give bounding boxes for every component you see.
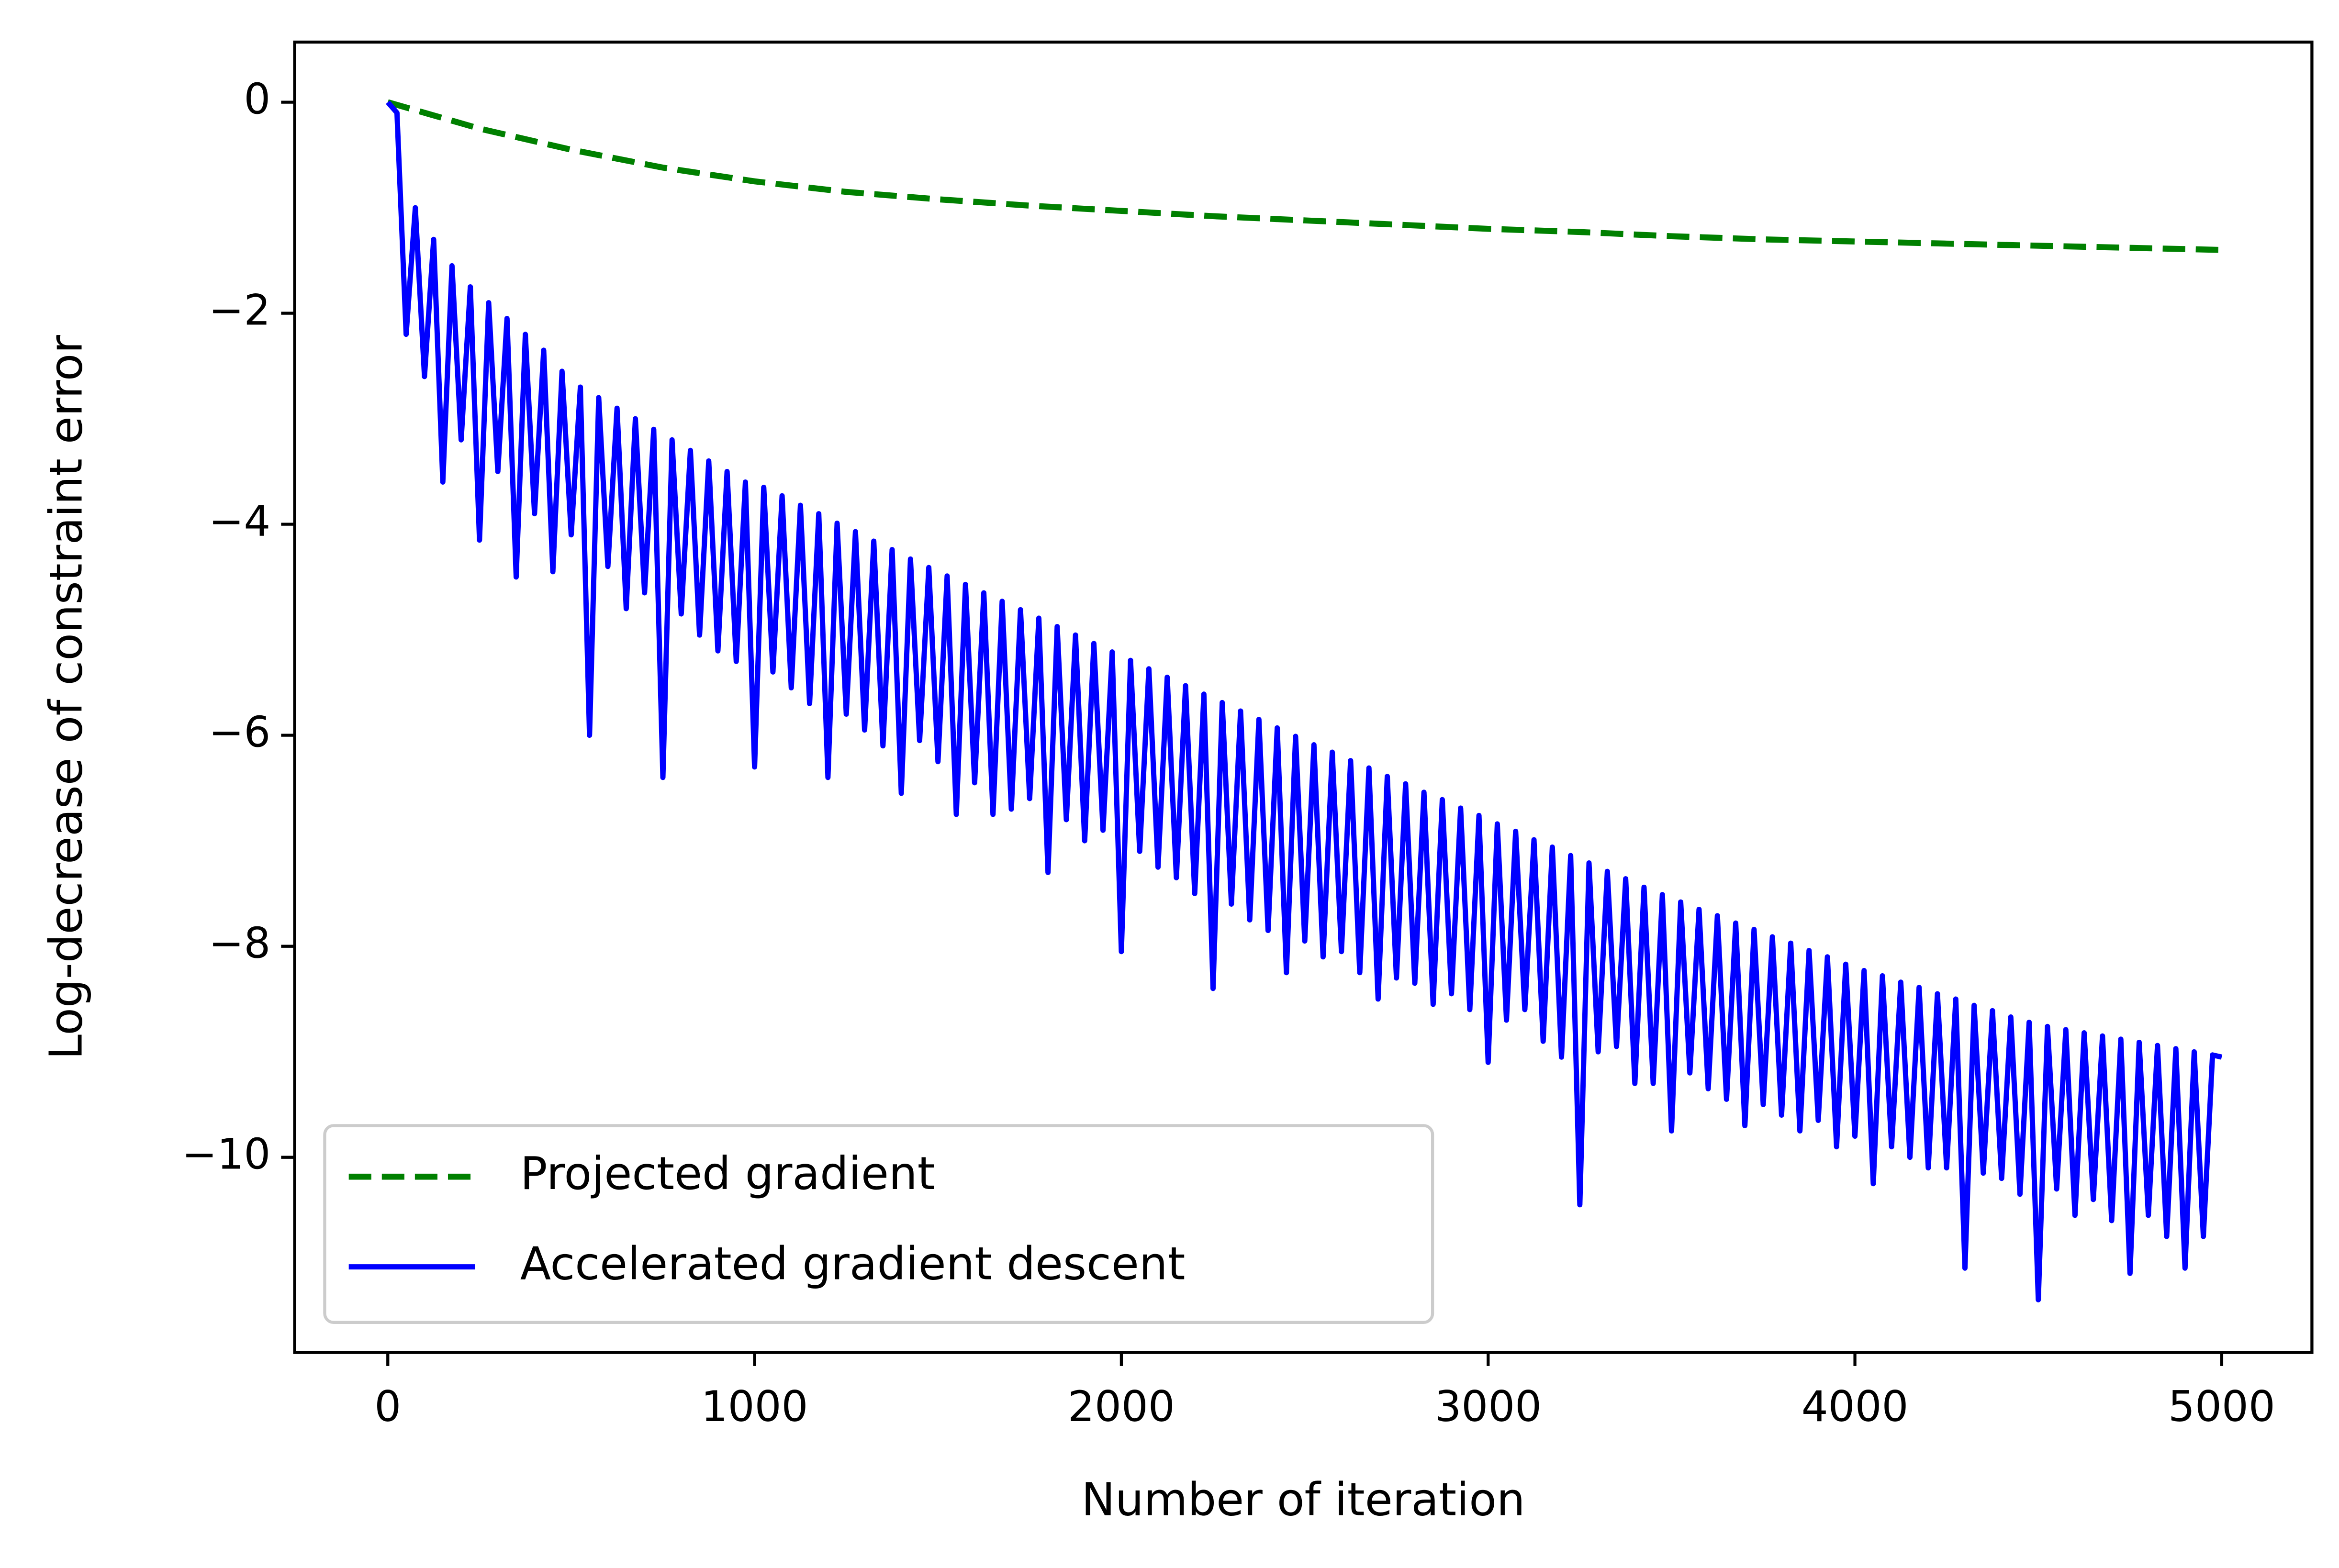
x-axis-label: Number of iteration bbox=[1081, 1474, 1525, 1526]
x-tick-label: 0 bbox=[374, 1382, 401, 1431]
legend-box bbox=[323, 1124, 1434, 1324]
y-axis-label: Log-decrease of constraint error bbox=[40, 335, 92, 1060]
x-tick-label: 4000 bbox=[1802, 1382, 1909, 1431]
x-tick-label: 2000 bbox=[1068, 1382, 1175, 1431]
y-tick-label: −6 bbox=[209, 708, 271, 757]
x-tick-label: 1000 bbox=[701, 1382, 808, 1431]
x-tick-label: 3000 bbox=[1434, 1382, 1542, 1431]
legend-label: Projected gradient bbox=[520, 1148, 935, 1200]
legend-label: Accelerated gradient descent bbox=[520, 1238, 1186, 1290]
plot-frame bbox=[293, 40, 2314, 1354]
series-line bbox=[387, 99, 2222, 253]
y-tick-label: −8 bbox=[209, 919, 271, 968]
y-tick-label: 0 bbox=[244, 75, 270, 124]
y-tick-label: −10 bbox=[182, 1130, 271, 1179]
y-tick-label: −4 bbox=[209, 497, 271, 546]
legend: Projected gradient Accelerated gradient d… bbox=[323, 1124, 1434, 1324]
x-tick-label: 5000 bbox=[2168, 1382, 2275, 1431]
y-tick-label: −2 bbox=[209, 286, 271, 335]
series-line bbox=[386, 100, 2223, 1302]
